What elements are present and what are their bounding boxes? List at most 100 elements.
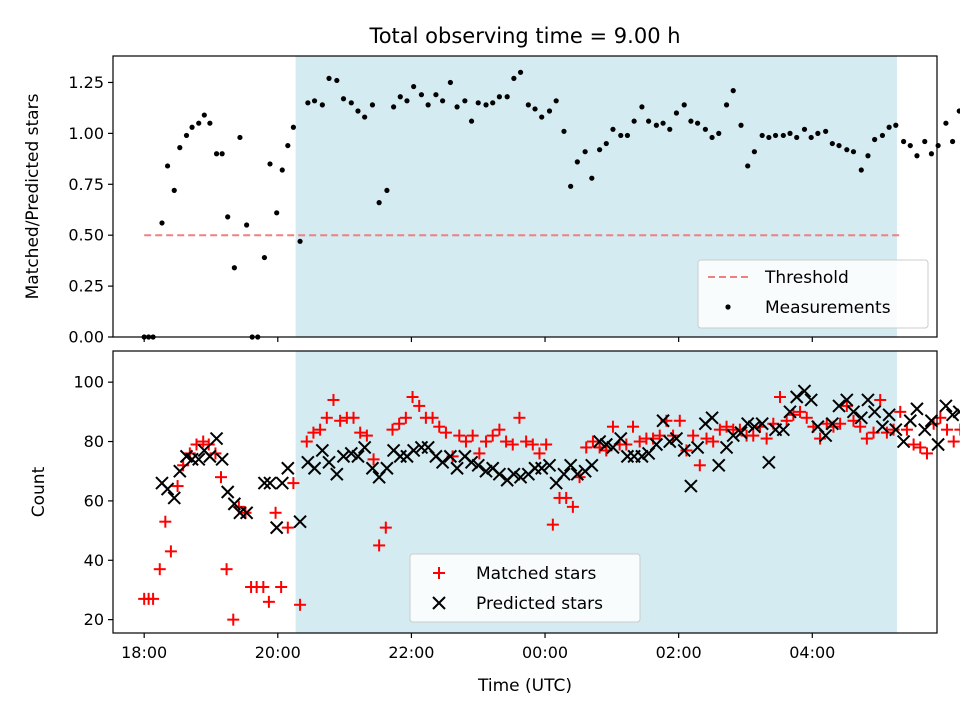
predicted-star-point: [939, 399, 953, 413]
measurement-point: [483, 102, 489, 108]
matched-star-point: [433, 420, 446, 433]
matched-star-point: [707, 435, 720, 448]
y-tick-label: 100: [73, 373, 104, 392]
predicted-star-point: [635, 449, 649, 464]
y-tick-label: 1.25: [68, 73, 104, 92]
measurement-point: [177, 145, 183, 151]
matched-star-point: [257, 580, 270, 593]
matched-star-point: [693, 459, 706, 472]
matched-star-point: [294, 598, 307, 611]
predicted-star-point: [867, 405, 882, 419]
matched-star-point: [320, 411, 333, 424]
measurement-point: [702, 126, 708, 132]
measurement-point: [949, 138, 956, 145]
matched-star-point: [900, 423, 913, 436]
predicted-star-point: [649, 437, 664, 452]
measurement-point: [553, 98, 559, 104]
x-tick-label: 22:00: [388, 643, 434, 662]
predicted-star-point: [227, 497, 242, 511]
predicted-star-point: [861, 393, 875, 407]
matched-star-point: [586, 435, 599, 448]
matched-star-point: [459, 435, 472, 448]
predicted-star-point: [293, 514, 307, 529]
measurement-point: [376, 200, 382, 206]
measurement-point: [738, 122, 744, 128]
measurement-point: [723, 102, 730, 108]
predicted-star-point: [875, 419, 890, 434]
measurement-point: [225, 214, 231, 220]
x-tick-label: 00:00: [522, 643, 568, 662]
predicted-star-point: [854, 411, 868, 425]
matched-star-point: [159, 515, 172, 528]
measurement-point: [517, 69, 524, 75]
predicted-star-point: [192, 452, 206, 467]
predicted-star-point: [952, 405, 960, 419]
count-y-axis: 20 40 60 80 100: [73, 373, 113, 629]
measurement-point: [667, 126, 673, 132]
x-tick-label: 04:00: [789, 643, 835, 662]
measurement-point: [159, 220, 165, 226]
measurement-point: [850, 149, 857, 155]
measurement-point: [297, 238, 303, 244]
matched-star-point: [540, 438, 553, 451]
legend-predicted-swatch: [432, 596, 446, 610]
legend-matched-label: Matched stars: [476, 564, 596, 584]
predicted-star-point: [889, 422, 903, 437]
measurement-point: [624, 132, 631, 139]
measurement-point: [660, 120, 666, 126]
measurement-point: [808, 134, 814, 141]
predicted-star-point: [740, 417, 755, 431]
predicted-star-point: [726, 428, 740, 443]
matched-star-point: [164, 545, 177, 558]
matched-star-point: [413, 399, 426, 412]
matched-star-point: [153, 563, 166, 576]
matched-star-point: [500, 435, 513, 448]
measurement-point: [490, 100, 496, 106]
measurement-point: [418, 92, 425, 98]
predicted-star-point: [443, 449, 458, 464]
counts-legend-box: [409, 553, 641, 623]
predicted-star-point: [450, 461, 464, 475]
matched-star-point: [453, 429, 466, 442]
predicted-star-point: [563, 458, 578, 472]
predicted-star-point: [846, 405, 861, 419]
matched-star-point: [190, 438, 203, 451]
matched-star-point: [713, 423, 726, 436]
measurement-point: [823, 128, 829, 134]
predicted-star-point: [307, 461, 322, 475]
measurement-point: [603, 140, 609, 147]
matched-star-point: [820, 417, 833, 430]
predicted-star-point: [747, 419, 762, 434]
measurement-point: [334, 77, 340, 84]
predicted-star-point: [804, 393, 818, 407]
predicted-star-point: [903, 414, 917, 428]
matched-star-point: [373, 539, 386, 552]
measurement-point: [475, 100, 481, 106]
x-tick-label: 02:00: [656, 643, 702, 662]
predicted-star-point: [557, 467, 571, 481]
matched-star-point: [220, 563, 233, 576]
measurement-point: [231, 265, 237, 271]
predicted-star-point: [357, 440, 372, 455]
predicted-star-point: [776, 422, 791, 437]
predicted-star-point: [918, 422, 932, 437]
y-tick-label: 0.25: [68, 277, 104, 296]
matched-star-point: [300, 435, 313, 448]
measurement-point: [582, 149, 588, 155]
predicted-star-point: [173, 464, 187, 478]
predicted-star-point: [406, 443, 421, 458]
measurement-point: [237, 134, 243, 141]
matched-star-point: [794, 405, 807, 418]
measurement-point: [164, 163, 171, 169]
matched-star-point: [506, 438, 519, 451]
predicted-star-point: [479, 464, 493, 478]
measurement-point: [673, 110, 680, 116]
matched-star-point: [894, 405, 907, 418]
measurement-point: [794, 134, 800, 141]
matched-star-point: [887, 423, 900, 436]
measurement-point: [759, 132, 765, 139]
measurement-point: [219, 151, 225, 157]
predicted-star-point: [336, 449, 351, 464]
measurement-point: [362, 114, 368, 120]
